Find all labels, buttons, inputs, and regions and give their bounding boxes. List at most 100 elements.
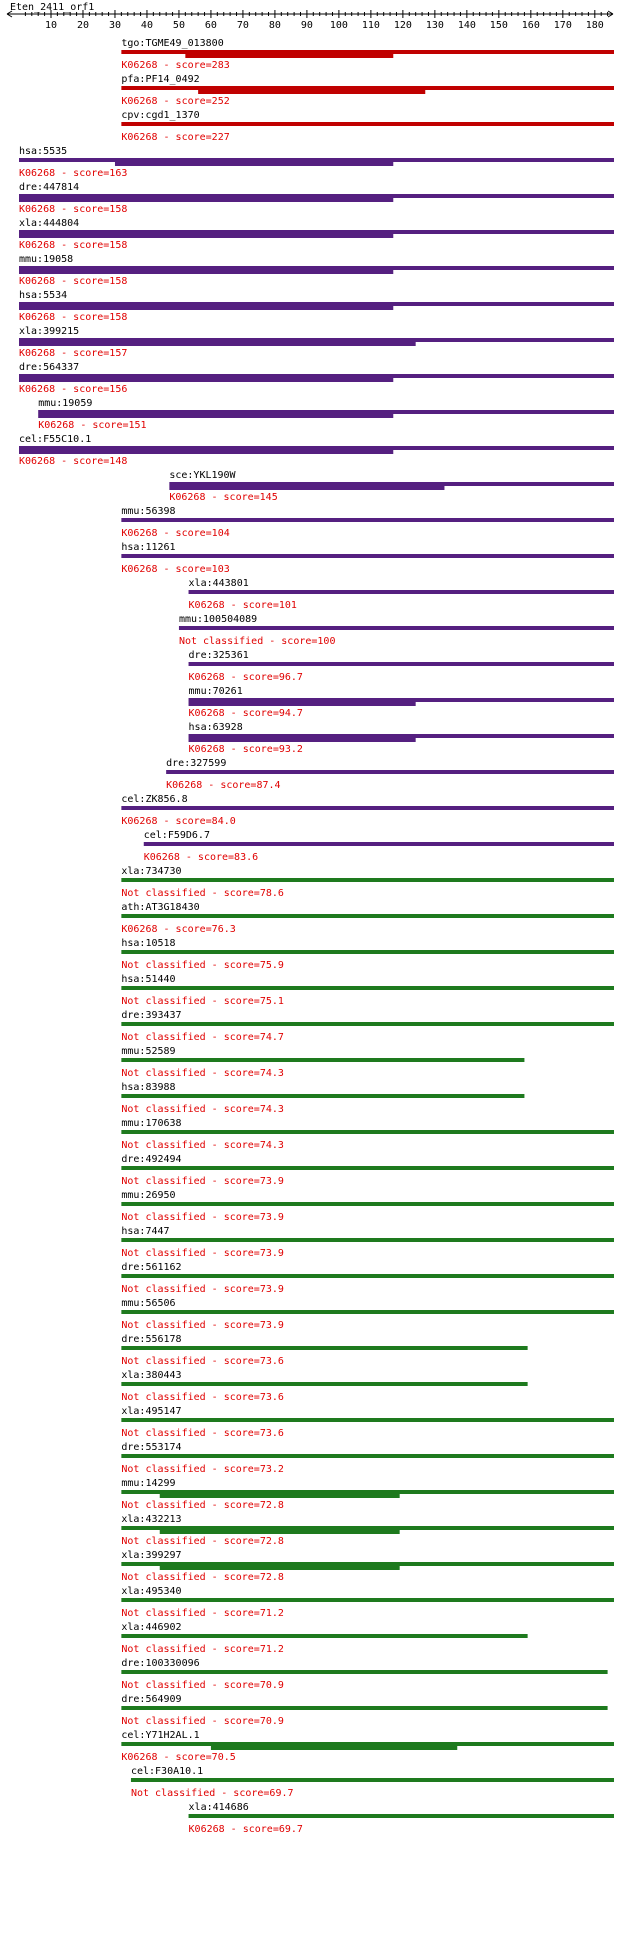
hit-row: xla:495340 Not classified - score=71.2 xyxy=(121,1586,614,1619)
hit-score: Not classified - score=73.6 xyxy=(121,1356,284,1367)
hit-bar xyxy=(178,626,615,630)
ruler-tick-label: 20 xyxy=(77,20,89,31)
hit-name: dre:393437 xyxy=(121,1010,181,1021)
hit-row: hsa:5535 K06268 - score=163 xyxy=(19,146,614,179)
hit-score: Not classified - score=73.9 xyxy=(121,1212,284,1223)
hit-bar xyxy=(121,518,614,522)
ruler-arrow-right xyxy=(607,10,614,18)
position-ruler: 10 20 30 40 50 60 70 80 90 100 110 120 130 140 150 160 1… xyxy=(6,10,614,31)
hit-name: dre:564337 xyxy=(19,362,79,373)
hit-name: dre:556178 xyxy=(121,1334,181,1345)
hit-subbar xyxy=(114,162,394,166)
hit-name: cel:F59D6.7 xyxy=(144,830,210,841)
hit-name: cel:Y71H2AL.1 xyxy=(121,1730,199,1741)
hit-bar xyxy=(130,1778,614,1782)
hit-name: mmu:56398 xyxy=(121,506,175,517)
hit-score: Not classified - score=73.9 xyxy=(121,1176,284,1187)
hit-row: cel:F55C10.1 K06268 - score=148 xyxy=(19,434,614,467)
hit-bar xyxy=(19,158,614,162)
hit-row: xla:495147 Not classified - score=73.6 xyxy=(121,1406,614,1439)
hit-name: mmu:52589 xyxy=(121,1046,175,1057)
hit-bar xyxy=(188,1814,614,1818)
hit-subbar xyxy=(19,198,394,202)
hit-score: Not classified - score=73.6 xyxy=(121,1392,284,1403)
hit-row: cel:ZK856.8 K06268 - score=84.0 xyxy=(121,794,614,827)
hit-score: K06268 - score=157 xyxy=(19,348,127,359)
hit-row: mmu:170638 Not classified - score=74.3 xyxy=(121,1118,614,1151)
hit-row: xla:380443 Not classified - score=73.6 xyxy=(121,1370,528,1403)
hit-subbar xyxy=(159,1494,400,1498)
ruler-tick-label: 10 xyxy=(45,20,57,31)
hit-row: dre:553174 Not classified - score=73.2 xyxy=(121,1442,614,1475)
hit-score: Not classified - score=75.9 xyxy=(121,960,284,971)
hit-bar xyxy=(121,1130,614,1134)
hit-name: hsa:51440 xyxy=(121,974,175,985)
hit-name: tgo:TGME49_013800 xyxy=(121,38,223,49)
hit-bar xyxy=(143,842,615,846)
hit-subbar xyxy=(185,54,394,58)
hit-bar xyxy=(121,1022,614,1026)
hit-score: K06268 - score=101 xyxy=(189,600,297,611)
hit-name: dre:447814 xyxy=(19,182,79,193)
hit-row: dre:325361 K06268 - score=96.7 xyxy=(188,650,614,683)
hit-score: Not classified - score=78.6 xyxy=(121,888,284,899)
hit-bar xyxy=(188,734,614,738)
hit-row: xla:734730 Not classified - score=78.6 xyxy=(121,866,614,899)
hit-score: K06268 - score=93.2 xyxy=(189,744,303,755)
hit-row: dre:393437 Not classified - score=74.7 xyxy=(121,1010,614,1043)
hit-name: cpv:cgd1_1370 xyxy=(121,110,199,121)
hit-name: mmu:19058 xyxy=(19,254,73,265)
hit-score: K06268 - score=76.3 xyxy=(121,924,235,935)
hit-row: hsa:5534 K06268 - score=158 xyxy=(19,290,614,323)
hit-score: Not classified - score=70.9 xyxy=(121,1716,284,1727)
ruler-arrow-left xyxy=(6,10,13,18)
hit-bar xyxy=(188,590,614,594)
hit-row: dre:100330096 Not classified - score=70.9 xyxy=(121,1658,608,1691)
hit-name: xla:399297 xyxy=(121,1550,181,1561)
hit-row: xla:414686 K06268 - score=69.7 xyxy=(188,1802,614,1835)
hit-bar xyxy=(19,266,614,270)
hit-bar xyxy=(19,446,614,450)
hit-bar xyxy=(121,1202,614,1206)
hit-row: dre:556178 Not classified - score=73.6 xyxy=(121,1334,528,1367)
hit-score: K06268 - score=158 xyxy=(19,204,127,215)
hit-bar xyxy=(121,50,614,54)
hit-score: K06268 - score=158 xyxy=(19,240,127,251)
hit-bar xyxy=(169,482,614,486)
hit-bar xyxy=(121,914,614,918)
hit-bar xyxy=(188,662,614,666)
hit-name: xla:443801 xyxy=(189,578,249,589)
hit-subbar xyxy=(19,270,394,274)
hit-score: K06268 - score=252 xyxy=(121,96,229,107)
hit-name: hsa:5535 xyxy=(19,146,67,157)
hit-name: xla:495147 xyxy=(121,1406,181,1417)
hit-bar xyxy=(121,1598,614,1602)
hit-score: K06268 - score=158 xyxy=(19,276,127,287)
hit-row: hsa:51440 Not classified - score=75.1 xyxy=(121,974,614,1007)
hit-row: ath:AT3G18430 K06268 - score=76.3 xyxy=(121,902,614,935)
hit-score: K06268 - score=69.7 xyxy=(189,1824,303,1835)
hit-score: Not classified - score=73.9 xyxy=(121,1248,284,1259)
hit-subbar xyxy=(159,1530,400,1534)
hit-score: Not classified - score=100 xyxy=(179,636,336,647)
hit-bar xyxy=(121,1418,614,1422)
hit-row: mmu:100504089 Not classified - score=100 xyxy=(178,614,615,647)
hit-row: xla:446902 Not classified - score=71.2 xyxy=(121,1622,528,1655)
hit-bar xyxy=(19,338,614,342)
hit-score: Not classified - score=71.2 xyxy=(121,1608,284,1619)
hit-row: cel:F59D6.7 K06268 - score=83.6 xyxy=(143,830,615,863)
hit-score: Not classified - score=70.9 xyxy=(121,1680,284,1691)
hit-row: hsa:10518 Not classified - score=75.9 xyxy=(121,938,614,971)
ruler-tick-label: 60 xyxy=(205,20,217,31)
hit-bar xyxy=(38,410,615,414)
hit-row: cpv:cgd1_1370 K06268 - score=227 xyxy=(121,110,614,143)
hit-bar xyxy=(121,1238,614,1242)
ruler-tick-label: 110 xyxy=(362,20,380,31)
hit-name: sce:YKL190W xyxy=(169,470,236,481)
chart-title: Eten_2411_orf1 xyxy=(10,2,94,13)
hit-bar xyxy=(121,1706,608,1710)
hit-name: xla:399215 xyxy=(19,326,79,337)
hit-name: dre:561162 xyxy=(121,1262,181,1273)
hit-score: Not classified - score=69.7 xyxy=(131,1788,294,1799)
